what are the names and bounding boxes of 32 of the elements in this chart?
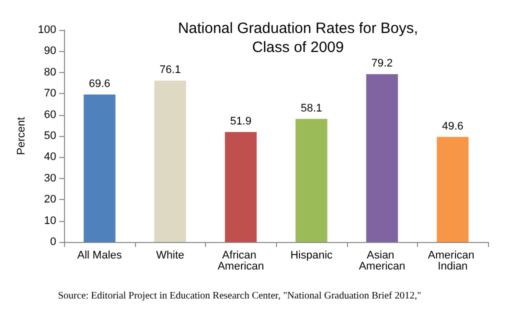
bar: [436, 136, 469, 242]
y-tick-label: 80: [44, 66, 56, 78]
y-tick-label: 50: [44, 130, 56, 142]
y-tick-label: 0: [50, 236, 56, 248]
x-tick-label: American Indian: [428, 250, 478, 272]
x-tick-label: Asian American: [358, 250, 406, 272]
bar: [296, 118, 328, 242]
data-label: 58.1: [300, 102, 322, 114]
y-tick-label: 20: [44, 194, 56, 206]
data-label: 76.1: [159, 64, 181, 76]
chart-title: National Graduation Rates for Boys, Class of 2009: [178, 20, 418, 56]
data-label: 79.2: [371, 58, 393, 70]
x-tick-label: African American: [218, 250, 264, 272]
data-label: 69.6: [88, 78, 110, 90]
bar: [366, 74, 398, 242]
source-note: Source: Editorial Project in Education Research Center, "National Graduation Brief 2012,": [58, 290, 422, 302]
y-axis-title: Percent: [16, 117, 28, 155]
bar: [154, 80, 186, 242]
x-tick-label: All Males: [77, 250, 122, 262]
y-tick-label: 60: [44, 108, 56, 121]
data-label: 51.9: [230, 115, 252, 128]
y-tick-label: 100: [38, 24, 56, 36]
bar: [84, 94, 116, 242]
bar: [224, 132, 257, 242]
y-tick-label: 40: [44, 151, 56, 164]
y-tick-label: 70: [44, 88, 56, 100]
x-tick-label: White: [156, 250, 184, 262]
y-tick-label: 90: [44, 45, 56, 58]
data-label: 49.6: [442, 120, 464, 132]
y-tick-label: 10: [44, 214, 56, 227]
y-tick-label: 30: [44, 172, 56, 184]
x-tick-label: Hispanic: [290, 250, 334, 262]
